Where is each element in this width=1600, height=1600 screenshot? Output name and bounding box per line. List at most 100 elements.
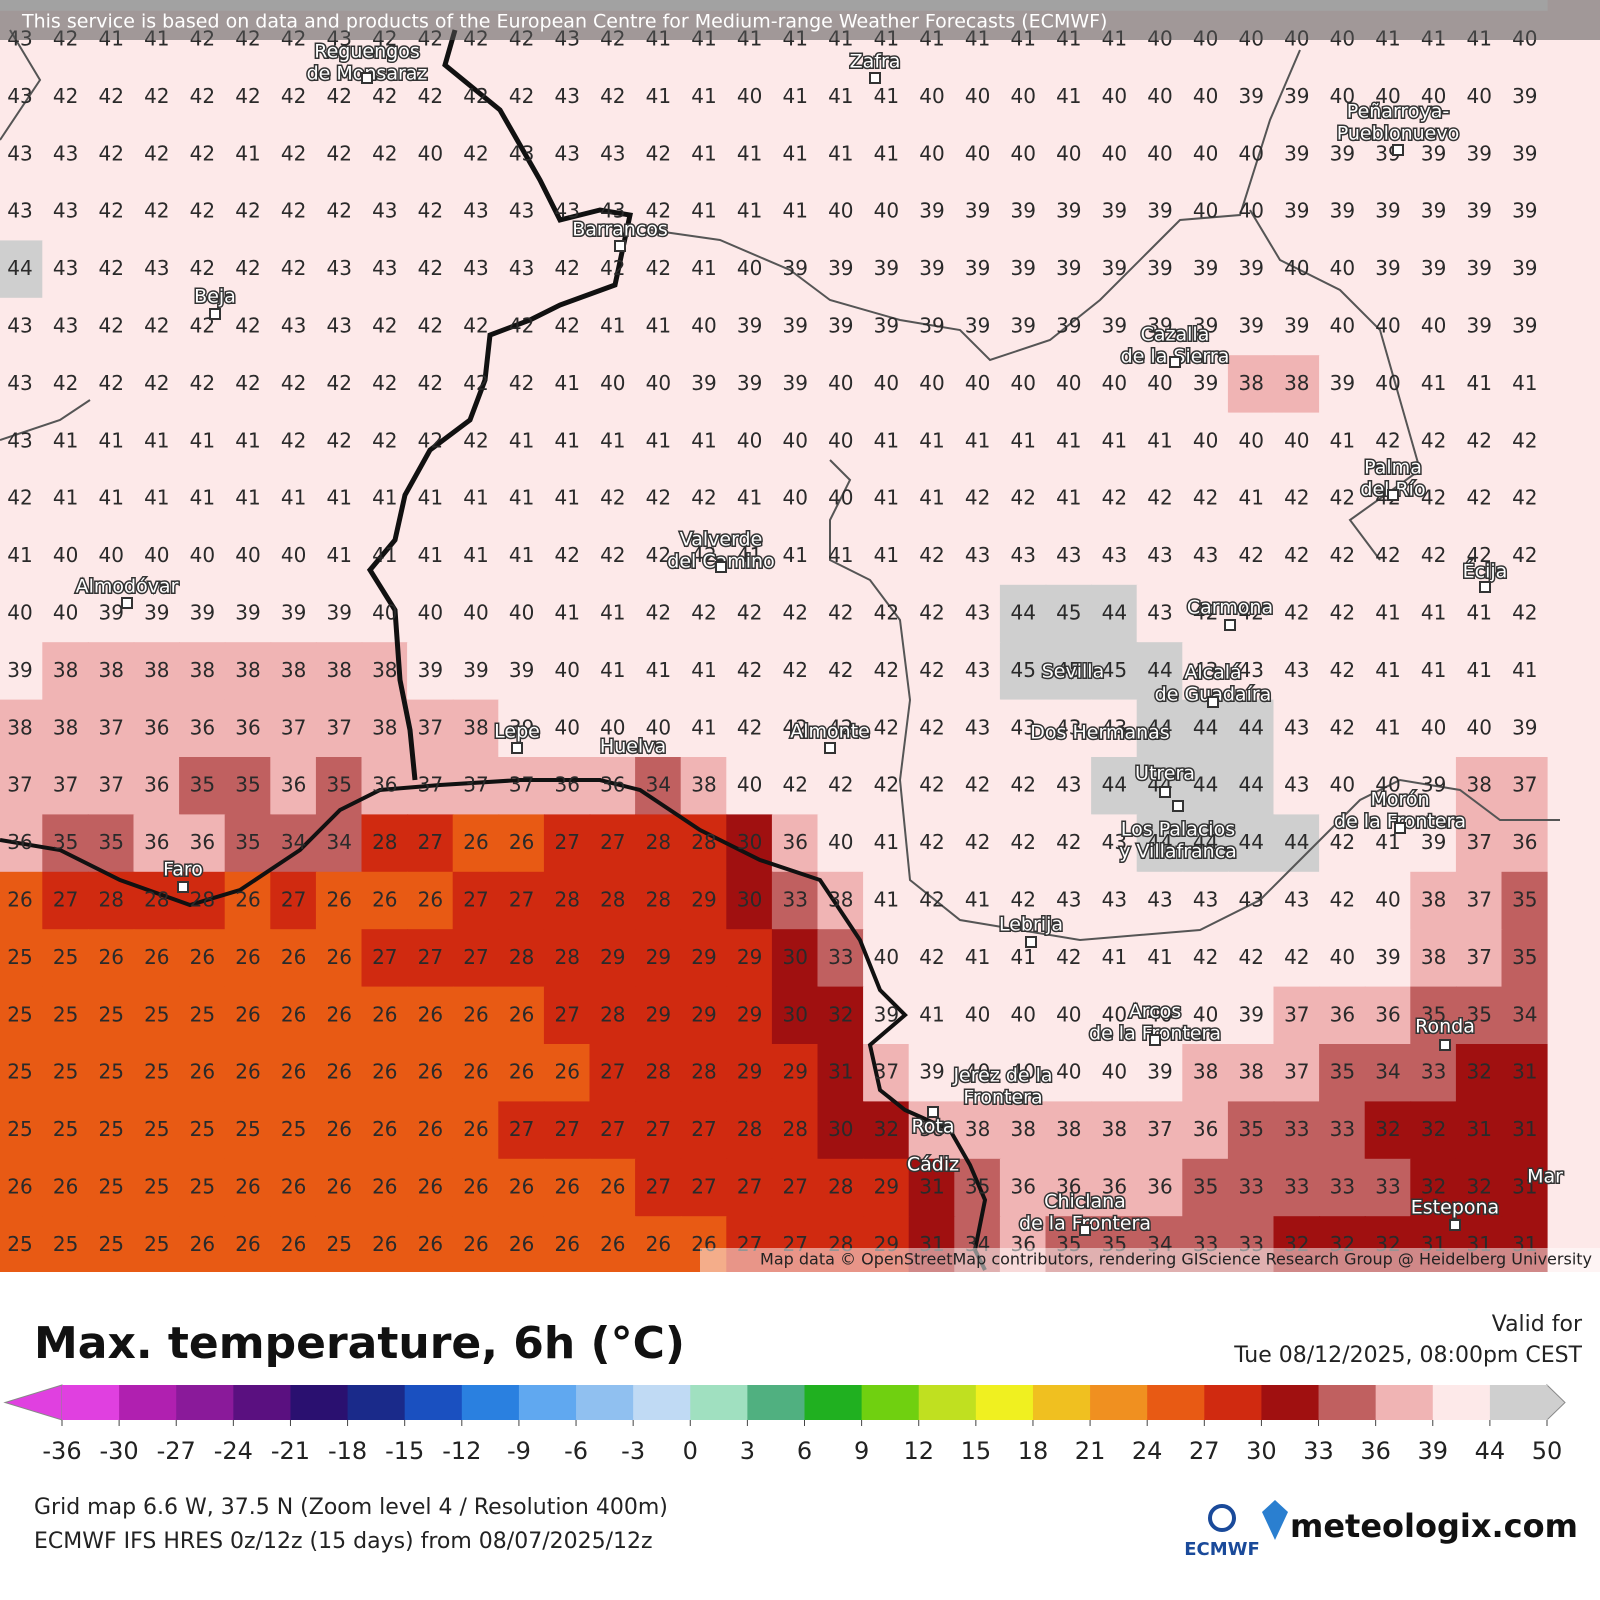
grid-value: 36 <box>1147 1175 1172 1199</box>
temperature-cell <box>589 699 637 758</box>
temperature-cell <box>1136 183 1184 242</box>
temperature-cell <box>0 871 44 931</box>
grid-value: 40 <box>190 543 215 567</box>
grid-value: 40 <box>1102 84 1127 108</box>
grid-value: 26 <box>190 945 215 969</box>
grid-value: 41 <box>509 543 534 567</box>
grid-value: 39 <box>1421 830 1446 854</box>
grid-value: 27 <box>418 830 443 854</box>
grid-value: 42 <box>418 84 443 108</box>
temperature-cell <box>680 355 728 414</box>
temperature-cell <box>771 1101 819 1160</box>
grid-value: 44 <box>1102 601 1127 625</box>
grid-value: 40 <box>1193 199 1218 223</box>
grid-value: 41 <box>1375 715 1400 739</box>
grid-value: 41 <box>691 715 716 739</box>
grid-value: 26 <box>463 1117 488 1141</box>
grid-value: 42 <box>144 141 169 165</box>
grid-value: 42 <box>874 601 899 625</box>
grid-value: 41 <box>919 1002 944 1026</box>
grid-value: 43 <box>53 141 78 165</box>
grid-value: 42 <box>828 601 853 625</box>
temperature-cell <box>1136 1101 1184 1160</box>
temperature-cell <box>999 642 1047 701</box>
temperature-cell <box>224 240 272 299</box>
grid-value: 27 <box>509 888 534 912</box>
temperature-cell <box>726 642 773 701</box>
grid-value: 45 <box>1056 601 1081 625</box>
temperature-cell <box>1410 68 1457 127</box>
temperature-cell <box>1136 814 1184 873</box>
grid-value: 38 <box>7 715 32 739</box>
colorbar-segment <box>233 1385 291 1420</box>
grid-value: 40 <box>418 601 443 625</box>
colorbar-tick-label: 21 <box>1075 1437 1106 1465</box>
temperature-cell <box>1455 297 1503 357</box>
temperature-cell <box>1410 1158 1457 1218</box>
grid-value: 42 <box>190 199 215 223</box>
temperature-cell <box>224 929 272 988</box>
temperature-cell <box>817 1158 865 1218</box>
grid-value: 42 <box>190 141 215 165</box>
grid-value: 40 <box>965 371 990 395</box>
grid-value: 25 <box>326 1232 351 1256</box>
temperature-cell <box>452 183 500 242</box>
temperature-cell <box>1091 814 1138 873</box>
grid-value: 38 <box>965 1117 990 1141</box>
temperature-cell <box>999 814 1047 873</box>
place-name: Almonte <box>790 721 870 743</box>
grid-value: 41 <box>965 428 990 452</box>
temperature-cell <box>1182 642 1229 701</box>
temperature-cell <box>87 470 135 529</box>
grid-value: 36 <box>554 773 579 797</box>
grid-value: 42 <box>98 314 123 338</box>
grid-value: 42 <box>53 371 78 395</box>
temperature-cell <box>543 470 591 529</box>
grid-value: 39 <box>828 314 853 338</box>
grid-value: 39 <box>1512 256 1537 280</box>
grid-value: 29 <box>691 945 716 969</box>
temperature-cell <box>133 757 181 816</box>
temperature-cell <box>224 699 272 758</box>
temperature-cell <box>1273 297 1321 357</box>
temperature-cell <box>87 1044 135 1103</box>
temperature-cell <box>543 355 591 414</box>
place-marker <box>1169 356 1181 368</box>
temperature-cell <box>361 297 409 357</box>
grid-value: 40 <box>919 371 944 395</box>
temperature-cell <box>1182 470 1229 529</box>
grid-value: 42 <box>1330 601 1355 625</box>
colorbar-tick-label: 3 <box>740 1437 755 1465</box>
grid-value: 33 <box>828 945 853 969</box>
grid-value: 40 <box>782 428 807 452</box>
temperature-cell <box>680 297 728 357</box>
grid-value: 38 <box>1284 371 1309 395</box>
grid-value: 40 <box>646 715 671 739</box>
temperature-cell <box>42 183 89 242</box>
grid-value: 40 <box>691 314 716 338</box>
grid-value: 26 <box>326 1175 351 1199</box>
temperature-cell <box>908 412 956 471</box>
grid-value: 37 <box>418 715 443 739</box>
grid-value: 41 <box>1512 658 1537 682</box>
grid-value: 43 <box>326 314 351 338</box>
place-marker <box>1479 581 1491 593</box>
temperature-cell <box>407 527 454 586</box>
temperature-cell <box>680 183 728 242</box>
temperature-cell <box>0 527 44 586</box>
temperature-cell <box>635 68 682 127</box>
grid-value: 38 <box>144 658 169 682</box>
grid-value: 29 <box>737 1060 762 1084</box>
grid-value: 43 <box>1010 543 1035 567</box>
temperature-cell <box>589 412 637 471</box>
grid-value: 42 <box>235 199 260 223</box>
grid-value: 26 <box>372 888 397 912</box>
grid-value: 40 <box>1147 1002 1172 1026</box>
temperature-cell <box>680 757 728 816</box>
grid-value: 41 <box>144 428 169 452</box>
temperature-cell <box>1091 1101 1138 1160</box>
temperature-cell <box>954 814 1001 873</box>
grid-value: 43 <box>600 199 625 223</box>
temperature-cell <box>42 584 89 644</box>
temperature-cell <box>817 527 865 586</box>
